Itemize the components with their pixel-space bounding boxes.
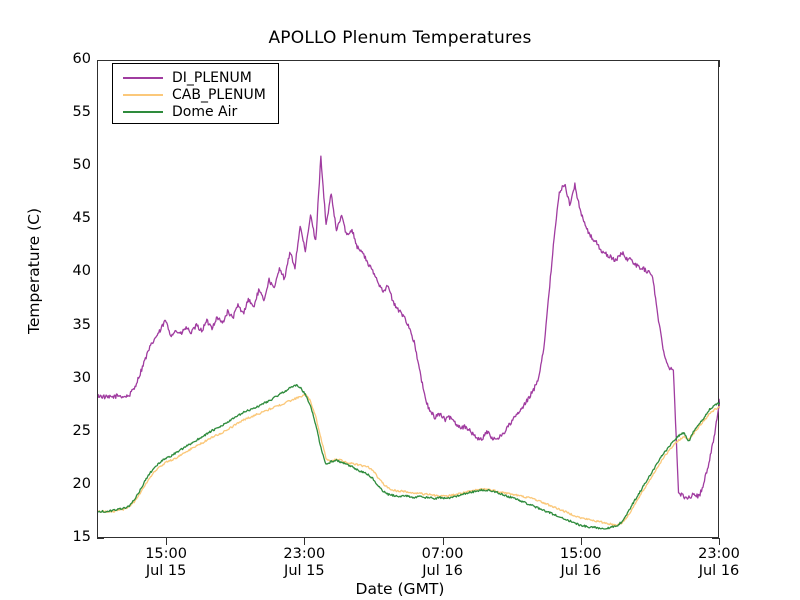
series-canvas — [98, 155, 720, 530]
legend-label: DI_PLENUM — [172, 69, 252, 86]
x-tick-time: 23:00 — [698, 546, 740, 562]
x-tick-mark — [580, 538, 582, 545]
x-tick-label: 23:00 Jul 16 — [659, 546, 779, 580]
x-tick-mark — [719, 538, 720, 545]
legend-color-swatch — [123, 93, 163, 96]
series-line-dome-air — [98, 384, 720, 530]
x-tick-label: 15:00 Jul 15 — [106, 546, 226, 580]
y-tick-label: 40 — [72, 263, 91, 280]
x-tick-date: Jul 16 — [560, 563, 602, 579]
y-tick-mark-right — [712, 538, 719, 539]
y-tick-label: 55 — [72, 104, 91, 121]
x-tick-time: 15:00 — [559, 546, 602, 562]
y-tick-label: 20 — [72, 475, 91, 492]
legend-item[interactable]: DI_PLENUM — [113, 69, 278, 86]
x-tick-time: 23:00 — [283, 546, 326, 562]
x-tick-label: 15:00 Jul 16 — [521, 546, 641, 580]
y-tick-mark — [97, 538, 104, 539]
legend-color-swatch — [123, 76, 163, 79]
y-tick-label: 60 — [72, 51, 91, 67]
series-line-cab-plenum — [98, 393, 720, 527]
legend-label: CAB_PLENUM — [172, 86, 266, 103]
x-tick-time: 15:00 — [145, 546, 187, 562]
x-tick-label: 23:00 Jul 15 — [244, 546, 364, 580]
x-tick-date: Jul 16 — [422, 563, 463, 579]
legend-color-swatch — [123, 110, 163, 113]
series-line-di-plenum — [98, 155, 720, 500]
x-tick-time: 07:00 — [421, 546, 464, 562]
x-tick-mark — [442, 538, 444, 545]
x-tick-date: Jul 15 — [145, 563, 187, 579]
y-tick-label: 25 — [72, 422, 91, 439]
y-tick-label: 15 — [72, 529, 91, 545]
legend-label: Dome Air — [172, 103, 238, 120]
x-tick-mark-top — [719, 60, 720, 67]
x-tick-mark — [166, 538, 168, 545]
x-tick-date: Jul 15 — [284, 563, 325, 579]
y-axis-tick-labels: 15 20 25 30 35 40 45 50 55 60 — [45, 51, 91, 545]
chart-legend: DI_PLENUM CAB_PLENUM Dome Air — [112, 63, 279, 124]
plot-area — [97, 60, 720, 538]
legend-item[interactable]: Dome Air — [113, 103, 278, 120]
x-tick-label: 07:00 Jul 16 — [383, 546, 503, 580]
x-tick-mark — [304, 538, 306, 545]
legend-item[interactable]: CAB_PLENUM — [113, 86, 278, 103]
x-tick-date: Jul 16 — [698, 563, 740, 579]
page-title: APOLLO Plenum Temperatures — [268, 28, 532, 48]
y-tick-label: 30 — [72, 369, 91, 386]
y-tick-label: 50 — [72, 157, 91, 174]
y-tick-label: 35 — [72, 316, 91, 333]
y-tick-label: 45 — [72, 210, 91, 227]
x-axis-label: Date (GMT) — [355, 580, 445, 598]
y-axis-label: Temperature (C) — [25, 207, 43, 335]
